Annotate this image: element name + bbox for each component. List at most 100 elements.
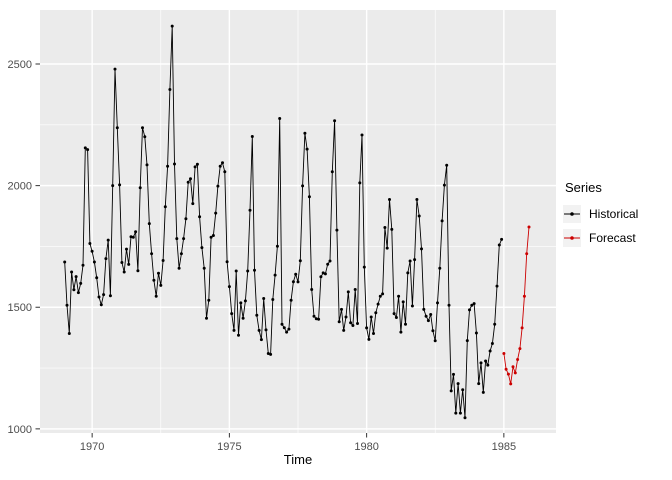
data-point	[481, 390, 485, 394]
data-point	[294, 272, 298, 276]
data-point	[323, 272, 327, 276]
data-point	[490, 342, 494, 345]
data-point	[237, 333, 240, 337]
data-point	[271, 298, 275, 301]
data-point	[333, 119, 337, 123]
data-point	[214, 211, 218, 215]
x-axis-title: Time	[284, 452, 312, 467]
data-point	[378, 294, 382, 298]
data-point	[468, 308, 471, 312]
data-point	[163, 205, 167, 209]
data-point	[250, 135, 254, 138]
data-point	[296, 280, 300, 284]
data-point	[470, 303, 474, 307]
data-point	[125, 247, 128, 251]
data-point	[241, 316, 245, 320]
data-point	[477, 382, 481, 386]
data-point	[275, 244, 279, 248]
data-point	[97, 295, 101, 299]
data-point	[159, 283, 163, 287]
data-point	[239, 301, 243, 305]
data-point	[420, 247, 423, 251]
forecast-line-icon	[563, 229, 581, 247]
data-point	[136, 269, 140, 273]
historical-line-icon	[563, 205, 581, 223]
data-point	[72, 288, 76, 292]
data-point	[168, 88, 172, 91]
data-point	[113, 67, 117, 71]
legend-item-forecast: Forecast	[563, 229, 669, 247]
data-point	[280, 322, 284, 326]
data-point	[404, 322, 407, 326]
data-point	[63, 260, 67, 264]
data-point	[310, 288, 314, 291]
data-point	[273, 273, 277, 277]
data-point	[458, 411, 462, 415]
data-point	[497, 243, 501, 247]
data-point	[303, 131, 307, 135]
data-point	[154, 294, 158, 298]
data-point	[243, 299, 247, 303]
data-point	[442, 183, 446, 187]
legend-title: Series	[565, 180, 602, 195]
data-point	[253, 268, 256, 272]
data-point	[319, 275, 323, 279]
data-point	[486, 363, 490, 367]
data-point	[209, 235, 213, 239]
data-point	[264, 328, 268, 332]
data-point	[141, 126, 144, 130]
data-point	[349, 321, 353, 325]
data-point	[415, 198, 419, 201]
x-tick-label: 1970	[80, 441, 104, 453]
data-point	[191, 202, 195, 206]
data-point	[445, 163, 449, 167]
data-point	[200, 246, 204, 250]
data-point	[394, 316, 398, 319]
data-point	[92, 260, 96, 264]
data-point	[351, 324, 355, 327]
y-tick-label: 1500	[8, 302, 32, 314]
data-point	[438, 266, 442, 270]
data-point	[170, 24, 174, 28]
data-point	[314, 317, 318, 321]
data-point	[205, 316, 208, 320]
data-point	[301, 184, 305, 188]
y-tick-label: 2000	[8, 181, 32, 193]
data-point	[122, 270, 126, 274]
data-point	[106, 238, 110, 242]
data-point	[353, 288, 357, 291]
data-point	[127, 262, 131, 266]
data-point	[367, 337, 371, 341]
data-point	[340, 307, 343, 311]
data-point	[278, 117, 282, 120]
data-point	[88, 242, 92, 245]
data-point	[440, 219, 444, 223]
data-point	[216, 184, 220, 188]
data-point	[376, 302, 380, 306]
data-point	[518, 347, 522, 351]
data-point	[166, 164, 170, 168]
data-point	[365, 326, 369, 330]
data-point	[193, 165, 197, 169]
data-point	[255, 313, 259, 317]
data-point	[456, 382, 460, 386]
data-point	[312, 314, 316, 318]
data-point	[488, 349, 492, 353]
data-point	[90, 249, 94, 253]
data-point	[259, 338, 263, 342]
data-point	[399, 330, 403, 334]
data-point	[328, 259, 332, 263]
data-point	[173, 162, 176, 166]
data-point	[307, 195, 311, 199]
data-point	[182, 237, 186, 241]
data-point	[189, 177, 192, 181]
data-point	[513, 371, 517, 375]
data-point	[511, 365, 515, 369]
legend: Series Historical Forecast	[563, 180, 669, 253]
data-point	[230, 312, 234, 316]
data-point	[500, 237, 504, 241]
data-point	[436, 301, 439, 305]
data-point	[335, 228, 339, 232]
data-point	[527, 225, 531, 229]
data-point	[326, 262, 330, 266]
